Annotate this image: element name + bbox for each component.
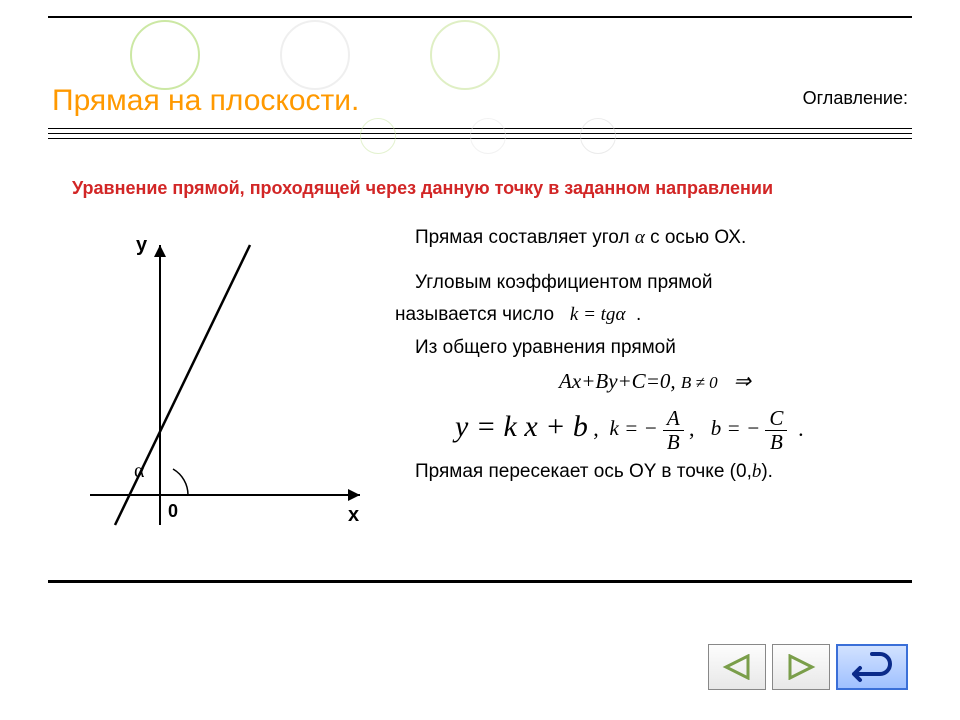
triangle-right-icon <box>786 654 816 680</box>
top-rule <box>48 16 912 18</box>
decorative-circle <box>430 20 500 90</box>
decorative-circle-small <box>580 118 616 154</box>
bottom-rule <box>48 580 912 583</box>
general-equation: Ax+By+C=0, B ≠ 0 ⇒ <box>395 366 915 398</box>
decorative-circle <box>280 20 350 90</box>
paragraph: называется число k = tgα . <box>395 301 915 330</box>
page-title: Прямая на плоскости. <box>52 84 359 118</box>
decorative-circle <box>130 20 200 90</box>
paragraph: Угловым коэффициентом прямой <box>415 269 915 298</box>
body-text: Прямая составляет угол α с осью ОХ. Угло… <box>395 220 915 489</box>
paragraph: Прямая пересекает ось ОY в точке (0,b). <box>415 458 915 487</box>
x-axis-label: x <box>348 504 359 526</box>
y-axis-label: y <box>136 234 148 256</box>
toc-link[interactable]: Оглавление: <box>803 88 908 109</box>
return-icon <box>850 650 894 684</box>
paragraph: Из общего уравнения прямой <box>415 334 915 363</box>
coordinate-diagram: y x 0 α <box>60 225 380 545</box>
home-button[interactable] <box>836 644 908 690</box>
decorative-circle-small <box>360 118 396 154</box>
prev-button[interactable] <box>708 644 766 690</box>
next-button[interactable] <box>772 644 830 690</box>
decorative-circle-small <box>470 118 506 154</box>
triangle-left-icon <box>722 654 752 680</box>
angle-label: α <box>134 460 145 482</box>
origin-label: 0 <box>168 501 178 521</box>
section-subtitle: Уравнение прямой, проходящей через данну… <box>72 178 773 199</box>
slide-nav <box>708 644 908 690</box>
paragraph: Прямая составляет угол α с осью ОХ. <box>415 224 915 253</box>
slope-intercept-equation: y = k x + b , k = − AB , b = − CB . <box>455 404 915 455</box>
